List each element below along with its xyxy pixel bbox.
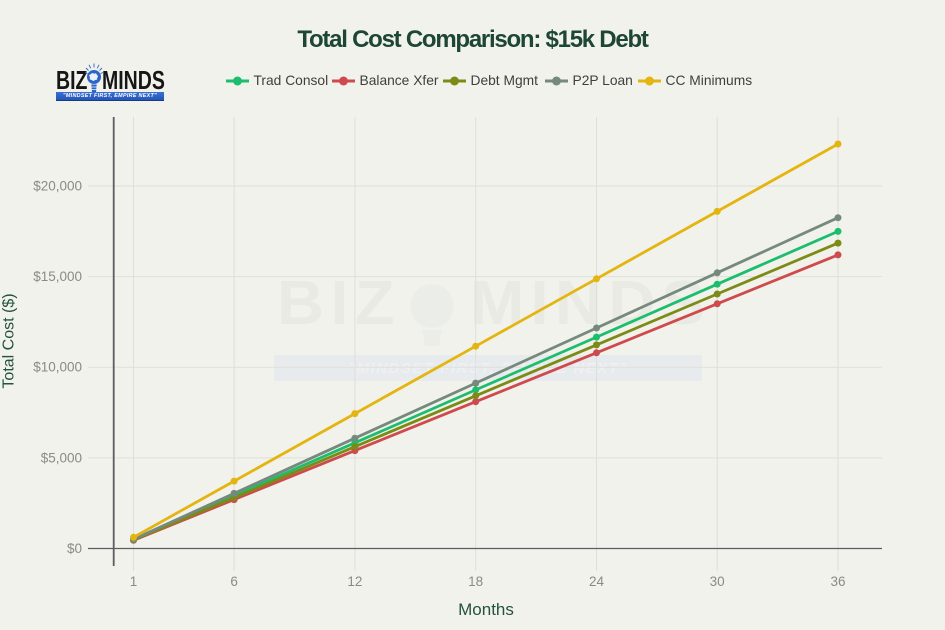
svg-text:$10,000: $10,000 [33,360,82,375]
svg-text:Months: Months [458,600,514,619]
svg-text:Total Cost ($): Total Cost ($) [1,293,18,388]
svg-text:12: 12 [347,574,362,589]
svg-text:6: 6 [230,574,238,589]
svg-text:24: 24 [589,574,605,589]
svg-text:$20,000: $20,000 [33,179,82,194]
svg-text:36: 36 [830,574,845,589]
svg-text:18: 18 [468,574,483,589]
svg-text:$15,000: $15,000 [33,269,82,284]
svg-text:$0: $0 [67,541,82,556]
svg-text:30: 30 [710,574,725,589]
svg-text:$5,000: $5,000 [41,450,82,465]
svg-text:1: 1 [130,574,138,589]
